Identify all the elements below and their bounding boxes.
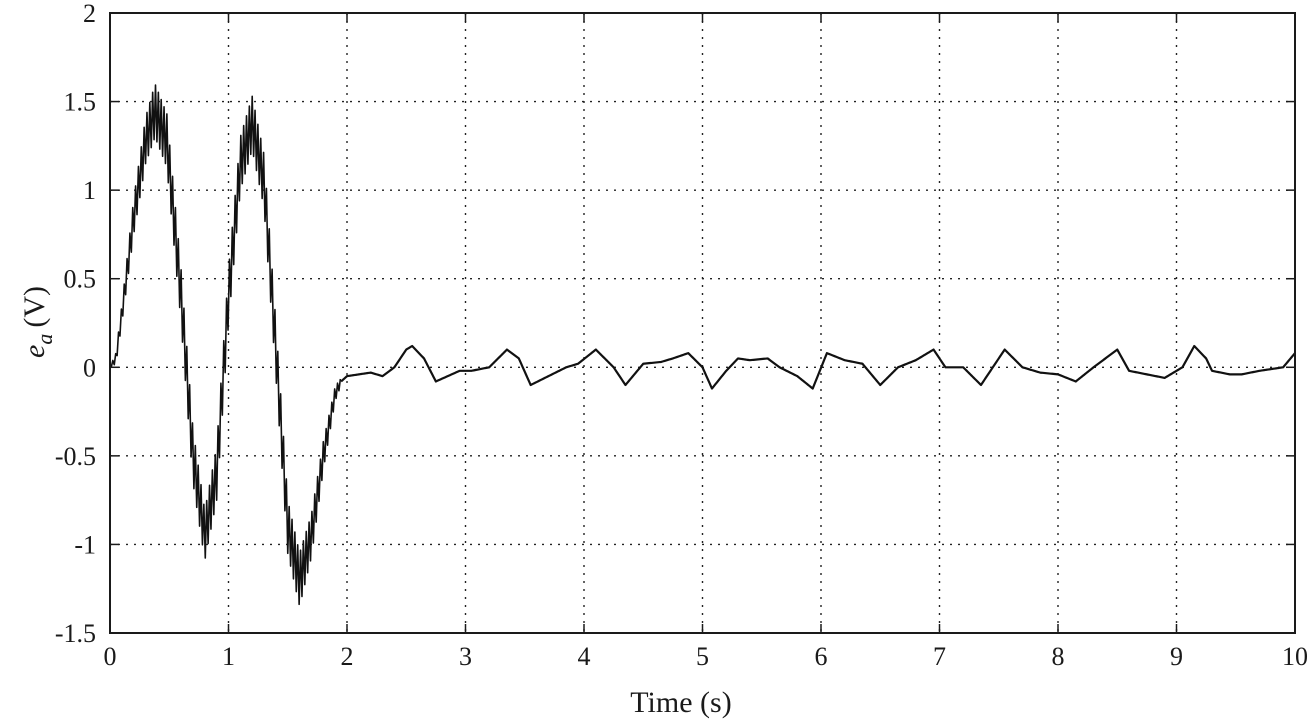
y-tick-label: 1 xyxy=(83,176,96,205)
tick-marks xyxy=(109,12,1296,634)
series-group xyxy=(109,84,1296,606)
y-tick-label: 0.5 xyxy=(64,265,97,294)
x-tick-label: 3 xyxy=(459,642,472,671)
x-tick-label: 4 xyxy=(578,642,591,671)
x-tick-label: 2 xyxy=(341,642,354,671)
y-tick-label: -0.5 xyxy=(55,442,96,471)
series-line-steady xyxy=(340,344,1296,390)
x-tick-label: 10 xyxy=(1282,642,1308,671)
y-tick-label: 0 xyxy=(83,353,96,382)
svg-text:ea(V): ea (V) xyxy=(18,286,57,358)
x-tick-label: 6 xyxy=(815,642,828,671)
x-tick-label: 5 xyxy=(696,642,709,671)
x-tick-label: 0 xyxy=(104,642,117,671)
x-tick-label: 7 xyxy=(933,642,946,671)
x-tick-label: 8 xyxy=(1052,642,1065,671)
y-tick-label: 2 xyxy=(83,0,96,28)
y-tick-label: 1.5 xyxy=(64,88,97,117)
x-tick-labels: 0 1 2 3 4 5 6 7 8 9 10 xyxy=(104,642,1309,671)
y-axis-label-unit: (V) xyxy=(18,286,51,328)
x-tick-label: 1 xyxy=(222,642,235,671)
y-axis-label-variable: e xyxy=(18,345,51,358)
y-tick-labels: -1.5 -1 -0.5 0 0.5 1 1.5 2 xyxy=(55,0,96,648)
y-tick-label: -1.5 xyxy=(55,619,96,648)
series-line-chattering xyxy=(109,84,342,606)
y-tick-label: -1 xyxy=(74,530,96,559)
y-axis-label-subscript: a xyxy=(32,334,57,345)
x-axis-label: Time (s) xyxy=(630,686,731,719)
x-tick-label: 9 xyxy=(1170,642,1183,671)
y-axis-label: ea (V) xyxy=(18,286,57,358)
